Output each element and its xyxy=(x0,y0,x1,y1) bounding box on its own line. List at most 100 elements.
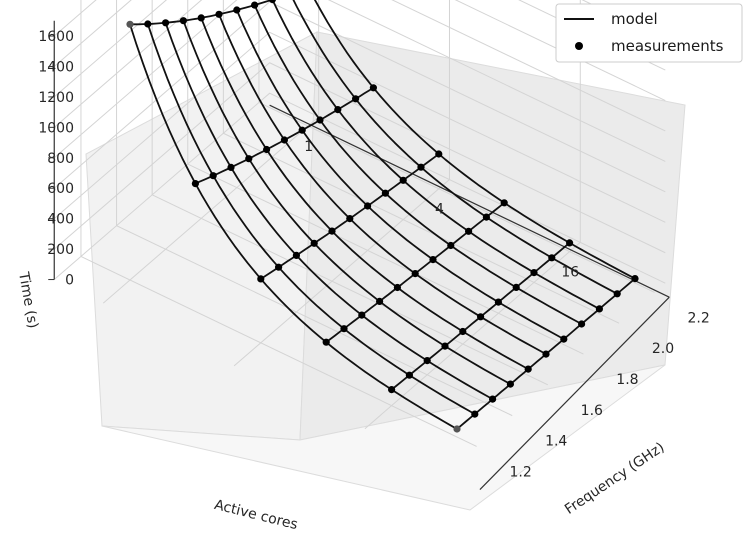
measurement-point xyxy=(376,297,384,305)
z-gridline xyxy=(53,0,666,71)
measurement-point xyxy=(233,6,241,14)
y-gridline xyxy=(258,0,655,293)
measurement-point xyxy=(197,14,205,22)
measurement-point xyxy=(482,213,490,221)
measurement-point xyxy=(263,145,271,154)
x-tick-label: 16 xyxy=(561,264,579,280)
y-axis-label: Frequency (GHz) xyxy=(562,439,667,517)
measurement-point xyxy=(441,342,449,350)
legend-box xyxy=(555,3,743,63)
measurement-point xyxy=(500,199,508,207)
z-tick-label: 200 xyxy=(47,242,74,258)
measurement-point xyxy=(489,395,497,403)
y-tick-label: 1.6 xyxy=(581,403,603,419)
measurement-point xyxy=(352,95,360,103)
x-axis-line xyxy=(269,104,670,298)
measurement-point xyxy=(227,163,235,171)
x-axis-label: Active cores xyxy=(213,497,300,533)
y-gridline xyxy=(80,0,477,447)
measurement-point xyxy=(298,126,306,134)
measurement-point xyxy=(346,215,354,223)
model-curve-freq xyxy=(218,13,547,355)
z-gridline xyxy=(53,62,666,254)
measurement-point xyxy=(631,275,639,283)
measurement-point xyxy=(393,283,401,292)
measurement-point xyxy=(548,254,556,262)
model-curve-freq xyxy=(200,17,529,370)
y-tick-label: 2.0 xyxy=(652,341,674,357)
measurement-point xyxy=(245,155,253,163)
measurement-point xyxy=(144,20,152,28)
legend-measurements-swatch xyxy=(575,42,583,50)
measurement-point xyxy=(251,1,259,9)
measurement-point xyxy=(423,357,431,365)
measurement-point xyxy=(471,410,479,418)
measurement-point xyxy=(310,239,318,247)
legend-measurements-label: measurements xyxy=(611,37,724,55)
measurement-point xyxy=(369,84,377,92)
measurement-point xyxy=(328,227,336,235)
y-tick-label: 2.2 xyxy=(687,310,709,326)
measurement-point xyxy=(411,270,419,278)
measurement-point xyxy=(613,290,621,298)
z-tick-label: 400 xyxy=(47,212,74,228)
measurement-point xyxy=(506,380,514,388)
z-gridline xyxy=(53,0,666,162)
measurement-point xyxy=(405,371,413,379)
measurement-point xyxy=(388,386,396,394)
measurement-point xyxy=(429,256,437,264)
measurement-point xyxy=(512,283,520,291)
measurement-point xyxy=(477,313,485,321)
y-gridline xyxy=(151,0,549,386)
axis-panes xyxy=(85,31,686,511)
measurement-point xyxy=(453,425,461,433)
model-curve-freq xyxy=(164,22,494,400)
z-tick-label: 1400 xyxy=(38,59,74,75)
measurement-point xyxy=(257,275,265,283)
back-left-pane xyxy=(85,31,318,441)
z-tick-label: 0 xyxy=(65,273,74,289)
measurement-points xyxy=(126,0,639,433)
measurement-point xyxy=(542,350,550,358)
measurement-point xyxy=(126,20,134,28)
z-tick-label: 600 xyxy=(47,181,74,197)
measurement-point xyxy=(275,263,283,271)
y-gridline xyxy=(187,0,584,355)
z-gridline xyxy=(53,0,666,101)
measurement-point xyxy=(524,365,532,373)
y-gridline xyxy=(116,0,513,417)
measurement-point xyxy=(364,202,372,210)
z-axis-label: Time (s) xyxy=(15,270,41,330)
model-curve-freq xyxy=(313,0,636,280)
model-curve-freq xyxy=(271,0,600,310)
measurement-point xyxy=(209,172,217,180)
y-tick-label: 1.2 xyxy=(509,464,531,480)
x-tick-label: 1 xyxy=(304,139,313,155)
measurement-point xyxy=(459,327,467,336)
measurement-point xyxy=(334,106,342,114)
axis-lines xyxy=(53,20,670,490)
measurement-point xyxy=(417,163,425,171)
z-gridline xyxy=(53,31,666,223)
z-tick-label: 1000 xyxy=(38,120,74,136)
y-axis-line xyxy=(479,296,670,490)
tick-labels: 0 200 400 600 800 1000 1200 1400 1600 1 4 16 1.2 1.4 1… xyxy=(38,29,709,480)
measurement-point xyxy=(322,338,330,346)
x-gridline xyxy=(233,0,450,367)
grid-lines xyxy=(53,0,666,447)
legend: model measurements xyxy=(555,3,743,63)
measurement-point xyxy=(280,136,288,144)
x-tick-label: 4 xyxy=(435,202,444,218)
z-tick-label: 1600 xyxy=(38,29,74,45)
y-gridline xyxy=(222,0,620,324)
z-gridline xyxy=(53,1,666,193)
measurement-point xyxy=(447,241,455,250)
measurement-point xyxy=(595,305,604,313)
legend-model-label: model xyxy=(611,10,658,28)
measurement-point xyxy=(494,298,502,306)
measurement-point xyxy=(179,17,187,25)
measurement-point xyxy=(268,0,276,4)
y-tick-label: 1.4 xyxy=(545,434,567,450)
measurement-point xyxy=(560,335,568,343)
measurement-point xyxy=(316,116,324,124)
